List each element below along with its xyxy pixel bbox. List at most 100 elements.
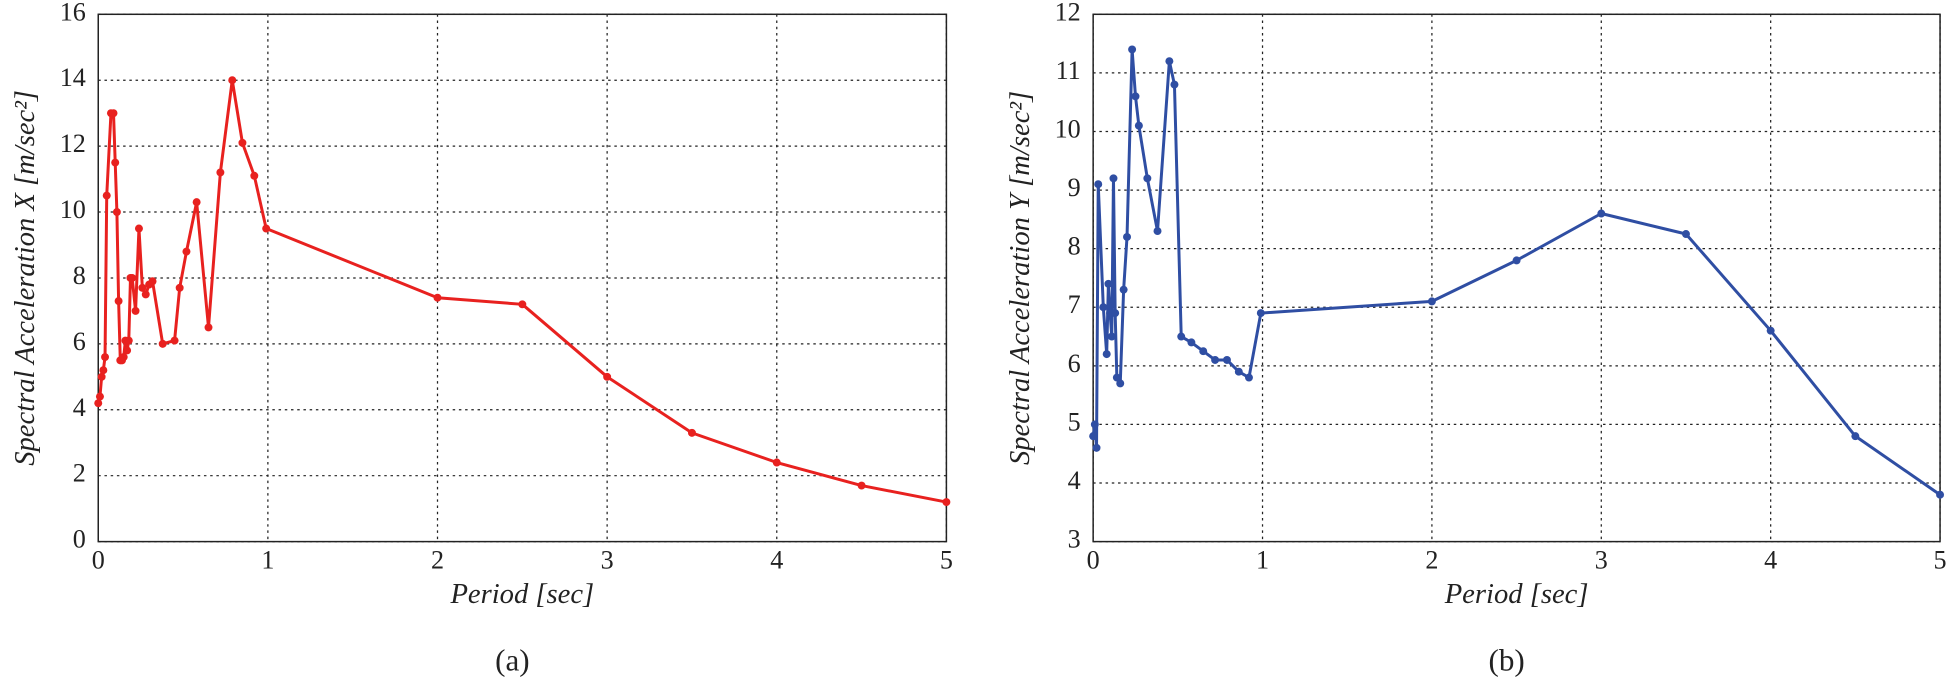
data-point: [1116, 379, 1125, 388]
data-point: [158, 339, 167, 348]
data-point: [1099, 303, 1108, 312]
data-point: [1170, 80, 1179, 89]
y-tick-label: 12: [60, 129, 86, 158]
data-point: [204, 323, 213, 332]
data-point: [111, 158, 120, 167]
data-point: [1165, 57, 1174, 66]
data-point: [1681, 230, 1690, 238]
data-point: [148, 277, 157, 286]
data-point: [216, 168, 225, 177]
x-tick-label: 1: [1256, 546, 1269, 575]
data-point: [1119, 285, 1128, 294]
data-point: [1211, 355, 1220, 364]
data-point: [114, 297, 123, 306]
y-tick-label: 8: [73, 261, 86, 290]
data-point: [1153, 227, 1162, 236]
data-point: [1131, 92, 1140, 101]
x-tick-label: 2: [431, 546, 444, 575]
data-point: [518, 300, 527, 309]
data-point: [1134, 121, 1143, 130]
y-tick-label: 10: [1055, 114, 1081, 143]
data-point: [687, 428, 696, 437]
data-point: [1597, 209, 1606, 218]
y-axis-label: Spectral Acceleration X [m/sec²]: [10, 90, 41, 466]
data-point: [603, 372, 612, 381]
y-tick-label: 14: [60, 63, 86, 92]
data-point: [1089, 432, 1098, 441]
data-point: [123, 346, 132, 355]
data-point: [1111, 309, 1120, 318]
data-point: [1851, 432, 1860, 441]
x-tick-label: 3: [601, 546, 614, 575]
data-point: [433, 293, 442, 302]
y-tick-label: 4: [73, 393, 86, 422]
data-point: [134, 224, 143, 233]
data-point: [1427, 297, 1436, 306]
y-tick-label: 10: [60, 195, 86, 224]
data-point: [250, 171, 259, 180]
x-tick-label: 4: [770, 546, 783, 575]
data-point: [1256, 309, 1265, 318]
data-point: [94, 399, 103, 408]
caption: (a): [495, 643, 530, 678]
data-point: [1092, 443, 1101, 452]
x-tick-label: 5: [940, 546, 953, 575]
x-tick-label: 5: [1934, 546, 1947, 575]
y-tick-label: 11: [1056, 56, 1081, 85]
y-tick-label: 6: [1068, 349, 1081, 378]
y-tick-label: 6: [73, 327, 86, 356]
data-point: [1234, 367, 1243, 376]
data-point: [228, 76, 237, 85]
plot-frame: [1092, 13, 1941, 543]
data-point: [1094, 180, 1103, 189]
data-point: [97, 372, 106, 381]
data-point: [1112, 373, 1121, 382]
data-point: [1177, 332, 1186, 341]
data-point: [141, 290, 150, 299]
data-point: [128, 273, 137, 282]
data-point: [124, 336, 133, 345]
data-point: [1102, 350, 1111, 359]
y-tick-label: 7: [1068, 290, 1081, 319]
y-tick-label: 12: [1055, 0, 1081, 26]
data-point: [112, 208, 121, 217]
data-point: [1199, 347, 1208, 356]
data-line: [1091, 47, 1941, 496]
y-axis-label: Spectral Acceleration Y [m/sec²]: [1005, 91, 1036, 465]
y-tick-label: 4: [1068, 466, 1081, 495]
data-point: [95, 392, 104, 401]
y-tick-label: 8: [1068, 232, 1081, 261]
data-point: [119, 353, 128, 362]
data-point: [1143, 174, 1152, 183]
plot-frame: [97, 13, 948, 543]
data-point: [1244, 373, 1253, 382]
data-point: [1109, 174, 1118, 183]
x-tick-label: 0: [92, 546, 105, 575]
y-tick-label: 16: [60, 0, 86, 26]
x-axis-label: Period [sec]: [1444, 579, 1589, 610]
data-line: [96, 78, 947, 504]
data-point: [1090, 420, 1099, 429]
data-point: [1104, 279, 1113, 288]
data-point: [1107, 332, 1116, 341]
x-tick-label: 4: [1764, 546, 1777, 575]
data-point: [1936, 490, 1945, 499]
data-point: [170, 336, 179, 345]
x-tick-label: 2: [1425, 546, 1438, 575]
data-point: [182, 247, 191, 256]
data-point: [942, 498, 951, 507]
data-point: [857, 481, 866, 490]
x-axis-label: Period [sec]: [449, 579, 594, 610]
data-point: [138, 283, 147, 292]
data-point: [99, 366, 108, 375]
y-tick-label: 2: [73, 459, 86, 488]
data-point: [238, 138, 247, 147]
x-tick-label: 3: [1595, 546, 1608, 575]
y-tick-label: 0: [73, 525, 86, 554]
data-point: [1128, 45, 1137, 54]
data-point: [1222, 355, 1231, 364]
y-tick-label: 3: [1068, 525, 1081, 554]
data-point: [192, 198, 201, 207]
y-tick-label: 9: [1068, 173, 1081, 202]
